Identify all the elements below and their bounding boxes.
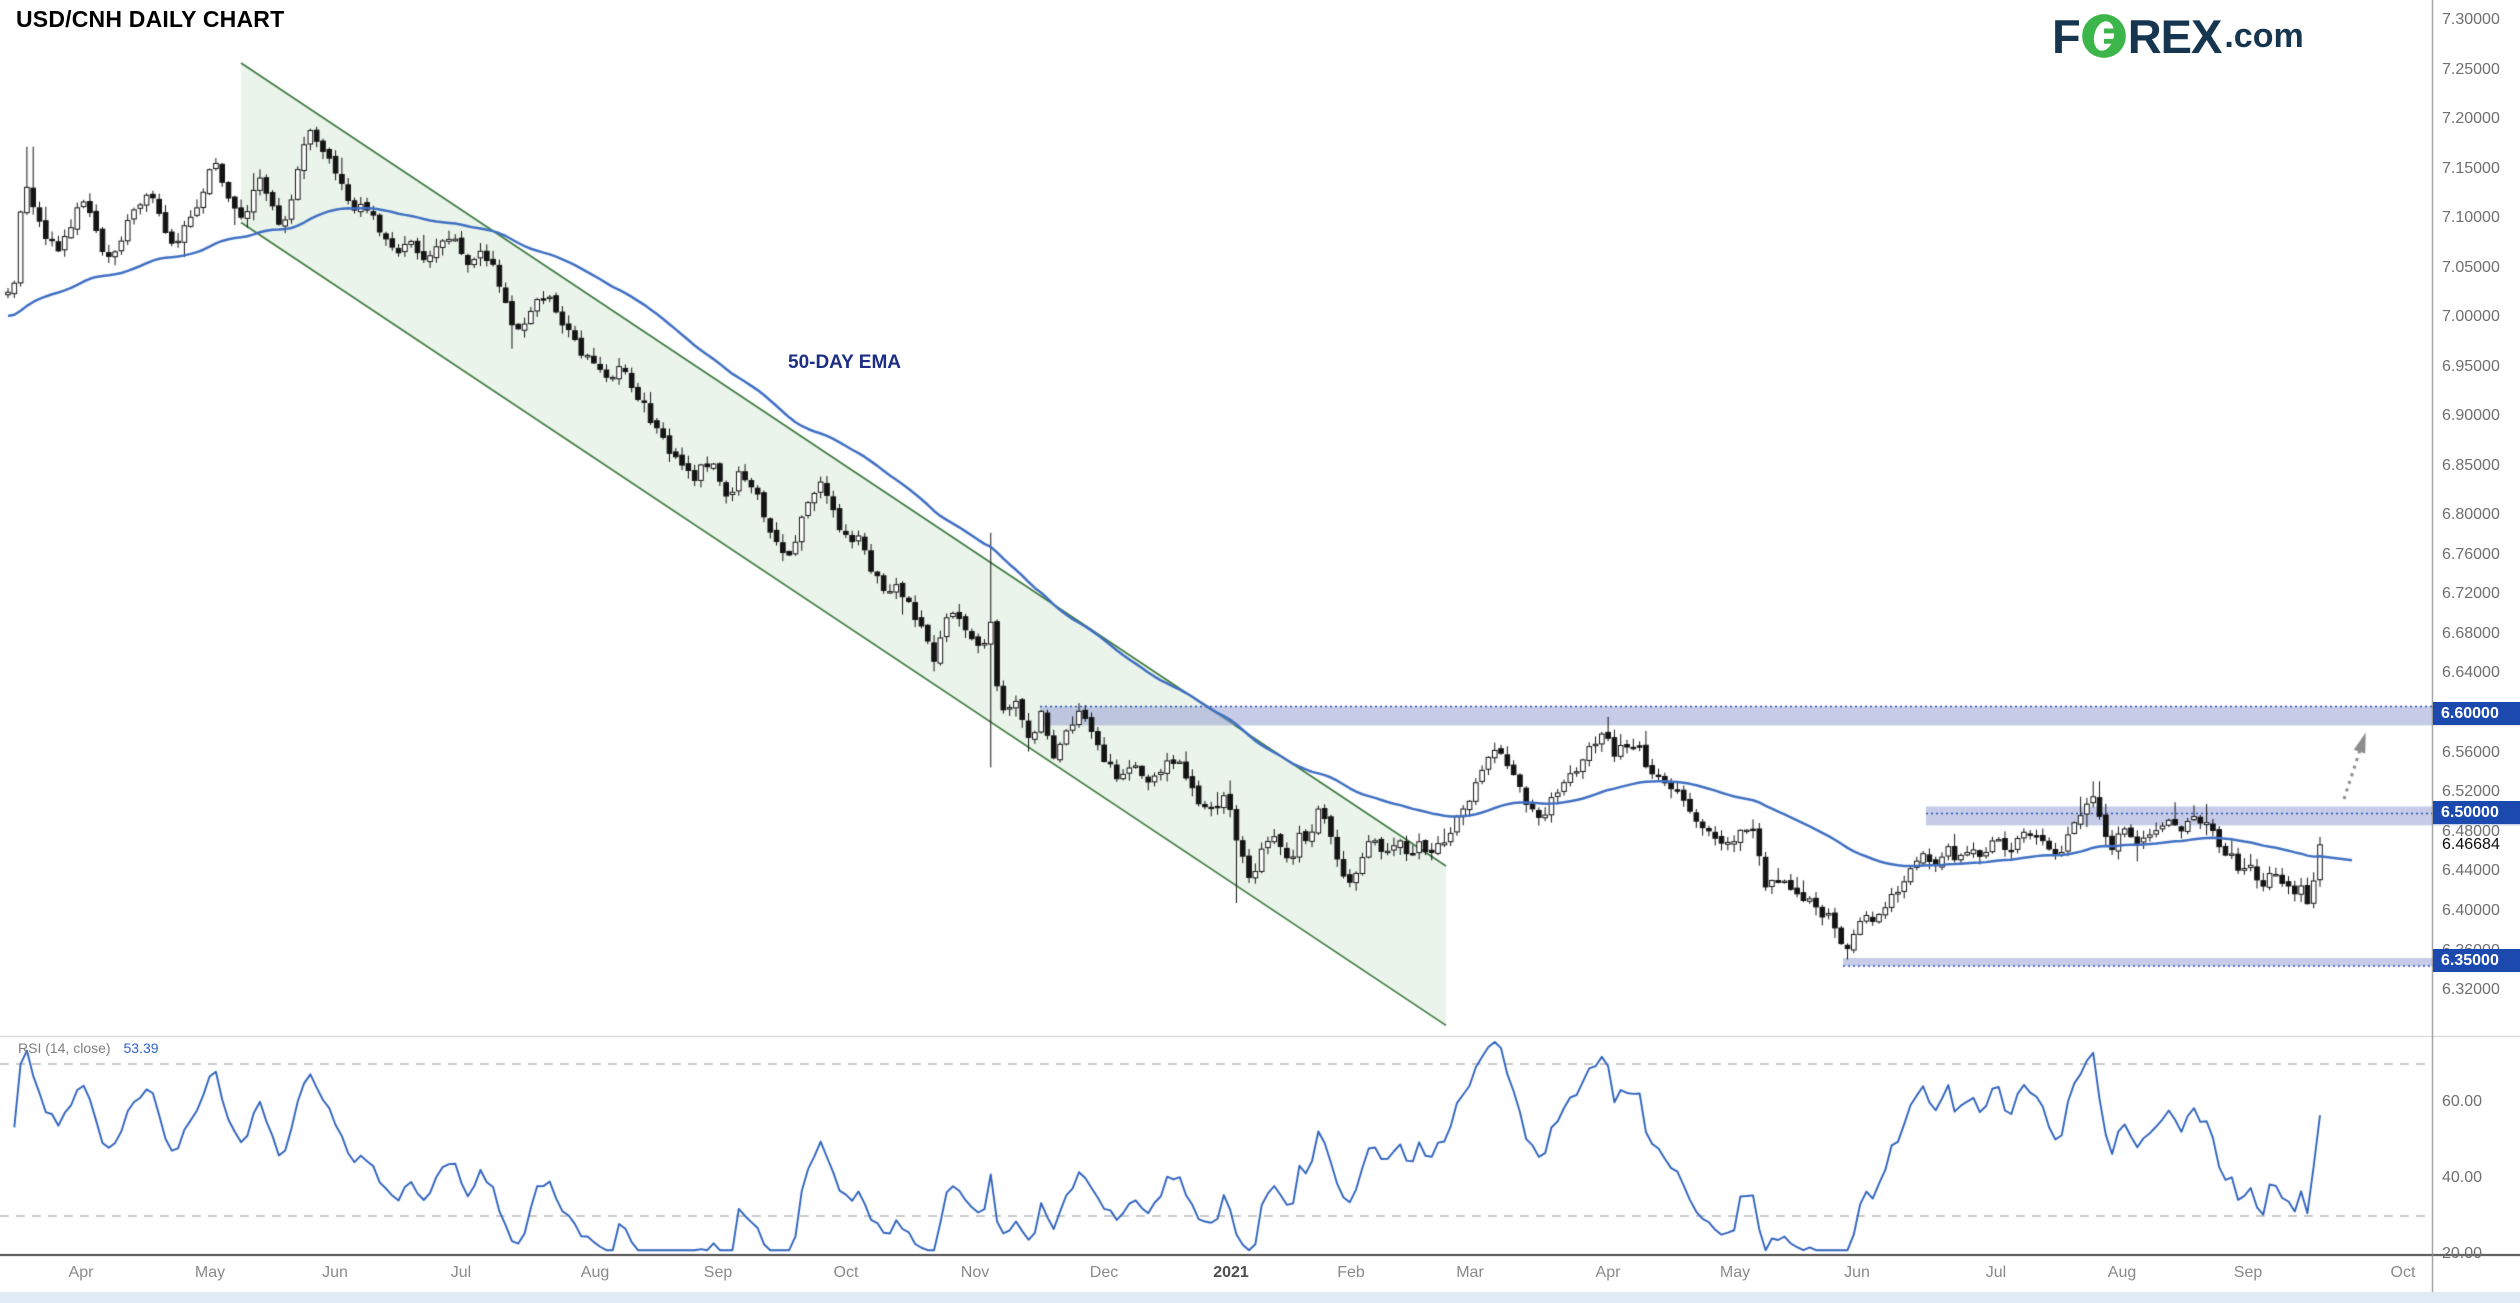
month-label: Jun (1844, 1264, 1870, 1281)
price-level-badge: 6.50000 (2433, 800, 2520, 824)
rsi-value: 53.39 (123, 1040, 159, 1056)
price-tick-label: 7.25000 (2442, 60, 2500, 78)
month-label: Apr (68, 1264, 94, 1281)
price-tick-label: 6.44000 (2442, 862, 2500, 880)
price-tick-label: 7.05000 (2442, 258, 2500, 276)
page-title: USD/CNH DAILY CHART (16, 6, 285, 32)
price-tick-label: 6.72000 (2442, 585, 2500, 603)
price-tick-label: 7.00000 (2442, 308, 2500, 325)
month-label: Jul (450, 1264, 472, 1281)
rsi-tick-label: 20.00 (2442, 1245, 2483, 1262)
price-tick-label: 6.32000 (2442, 981, 2500, 999)
month-label: Sep (2233, 1264, 2263, 1281)
price-tick-label: 6.52000 (2442, 783, 2500, 801)
price-level-badge: 6.60000 (2433, 701, 2520, 725)
month-label: Oct (2390, 1264, 2416, 1281)
price-tick-label: 6.48000 (2442, 822, 2500, 840)
price-level-badge: 6.35000 (2433, 949, 2520, 972)
price-tick-label: 6.80000 (2442, 506, 2500, 523)
month-label: Mar (1456, 1264, 1484, 1281)
price-tick-label: 6.95000 (2442, 357, 2500, 375)
logo-letters-rex: REX (2127, 9, 2223, 63)
month-label: Jun (322, 1264, 348, 1281)
month-label: Feb (1337, 1264, 1365, 1281)
month-label: Sep (703, 1264, 733, 1281)
logo-dotcom: .com (2224, 16, 2304, 55)
forex-logo: F REX .com (2052, 8, 2304, 64)
price-tick-label: 6.64000 (2442, 664, 2500, 682)
month-label: Oct (833, 1264, 859, 1281)
month-label: May (194, 1264, 226, 1281)
rsi-label-text: RSI (14, close) (18, 1040, 111, 1056)
price-tick-label: 6.85000 (2442, 456, 2500, 474)
month-label: May (1719, 1264, 1751, 1281)
logo-o-icon (2081, 14, 2126, 58)
price-tick-label: 7.30000 (2442, 11, 2500, 28)
month-label: Nov (960, 1264, 990, 1281)
price-tick-label: 6.40000 (2442, 902, 2500, 919)
logo-letter-f: F (2052, 9, 2081, 63)
price-tick-label: 6.68000 (2442, 624, 2500, 642)
month-label: Aug (2107, 1264, 2137, 1281)
current-price-label: 6.46684 (2442, 835, 2500, 853)
price-tick-label: 7.15000 (2442, 159, 2500, 177)
month-label: 2021 (1213, 1264, 1249, 1281)
price-tick-label: 6.56000 (2442, 743, 2500, 761)
rsi-tick-label: 60.00 (2442, 1093, 2483, 1110)
month-label: Jul (1985, 1264, 2007, 1281)
price-tick-label: 7.20000 (2442, 110, 2500, 127)
month-label: Dec (1089, 1264, 1119, 1281)
month-label: Aug (580, 1264, 610, 1281)
rsi-tick-label: 40.00 (2442, 1169, 2483, 1186)
price-tick-label: 6.90000 (2442, 407, 2500, 424)
price-tick-label: 7.10000 (2442, 209, 2500, 226)
price-tick-label: 6.76000 (2442, 545, 2500, 563)
month-label: Apr (1595, 1264, 1621, 1281)
rsi-indicator-label: RSI (14, close) 53.39 (18, 1040, 159, 1056)
ema-label: 50-DAY EMA (788, 352, 901, 373)
